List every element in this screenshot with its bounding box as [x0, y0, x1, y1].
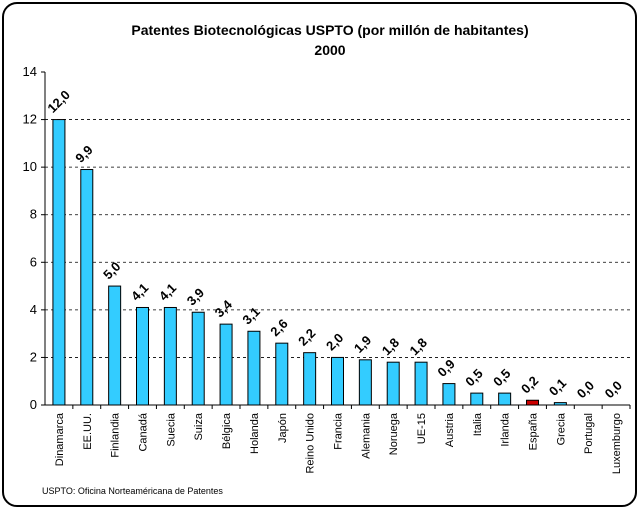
x-tick-label: Grecia	[555, 412, 567, 445]
bar	[303, 352, 317, 406]
bar	[470, 392, 484, 406]
y-tick-label: 6	[30, 254, 37, 269]
x-tick-label: Noruega	[388, 412, 400, 455]
bar	[498, 392, 512, 406]
x-tick-label: Canadá	[138, 412, 150, 451]
x-tick-label: Irlanda	[500, 412, 512, 447]
chart-title: Patentes Biotecnológicas USPTO (por mill…	[131, 22, 528, 38]
x-tick-label: Dinamarca	[54, 412, 66, 466]
bar	[247, 330, 261, 406]
bar	[414, 361, 428, 406]
y-tick-label: 12	[23, 112, 37, 127]
x-tick-label: UE-15	[416, 413, 428, 444]
y-tick-label: 10	[23, 159, 37, 174]
x-tick-label: Reino Unido	[305, 413, 317, 474]
bar	[275, 342, 289, 406]
bar	[358, 359, 372, 406]
bar	[553, 402, 567, 406]
bar	[52, 119, 66, 406]
x-tick-label: Suiza	[193, 412, 205, 440]
footnote: USPTO: Oficina Norteaméricana de Patente…	[42, 486, 223, 496]
bar	[80, 169, 94, 406]
bar	[331, 356, 344, 406]
x-tick-label: Alemania	[360, 412, 372, 459]
x-tick-label: Francia	[333, 412, 345, 450]
bar	[191, 311, 205, 406]
x-tick-label: EE.UU.	[82, 413, 94, 450]
bar	[163, 306, 177, 406]
x-tick-label: España	[528, 412, 540, 450]
bar	[219, 323, 233, 406]
bar	[108, 285, 122, 406]
bar	[136, 306, 149, 406]
x-tick-label: Portugal	[583, 413, 595, 454]
x-tick-label: Holanda	[249, 412, 261, 454]
y-tick-label: 4	[30, 302, 37, 317]
bar	[442, 383, 456, 406]
x-tick-label: Austria	[444, 412, 456, 447]
y-tick-label: 14	[23, 64, 37, 79]
y-tick-label: 2	[30, 349, 37, 364]
x-tick-label: Japón	[277, 413, 289, 443]
bar	[386, 361, 400, 406]
chart-subtitle: 2000	[314, 42, 345, 58]
bar	[526, 399, 539, 406]
x-tick-label: Italia	[472, 412, 484, 436]
y-tick-label: 8	[30, 207, 37, 222]
x-tick-label: Suecia	[165, 412, 177, 447]
x-tick-label: Luxemburgo	[611, 413, 623, 474]
x-tick-label: Bélgica	[221, 412, 233, 449]
y-tick-label: 0	[30, 397, 37, 412]
x-tick-label: Finlandia	[110, 412, 122, 458]
